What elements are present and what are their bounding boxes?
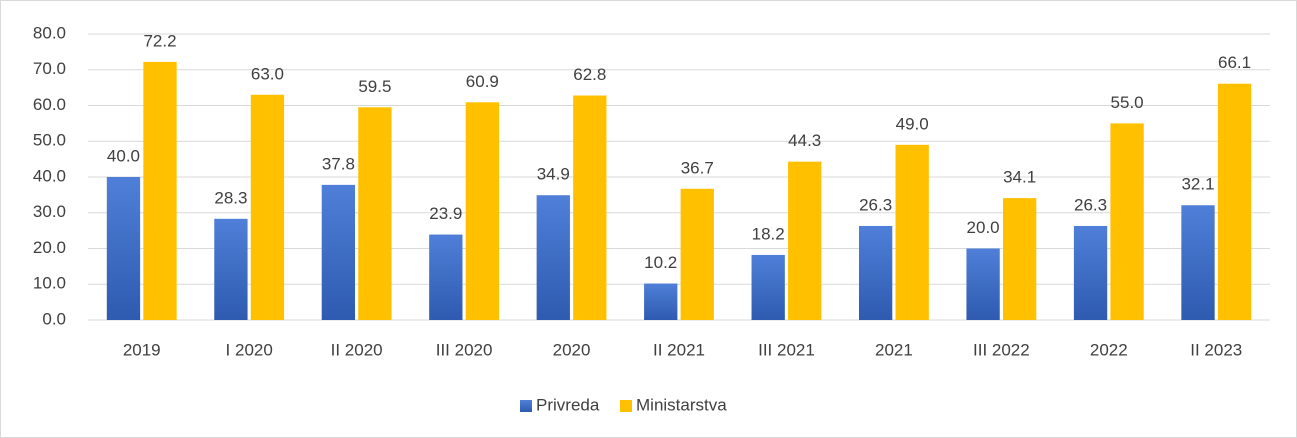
x-tick-label: II 2023 [1190, 340, 1242, 359]
data-label: 20.0 [967, 218, 1000, 237]
data-label: 55.0 [1111, 93, 1144, 112]
x-tick-label: 2021 [875, 340, 913, 359]
data-label: 23.9 [429, 204, 462, 223]
data-label: 49.0 [896, 114, 929, 133]
y-tick-label: 40.0 [33, 166, 66, 185]
data-label: 37.8 [322, 154, 355, 173]
data-label: 40.0 [107, 146, 140, 165]
y-tick-label: 70.0 [33, 59, 66, 78]
y-tick-label: 60.0 [33, 95, 66, 114]
bar [858, 225, 893, 320]
x-tick-label: 2022 [1090, 340, 1128, 359]
bar [143, 61, 177, 320]
data-label: 59.5 [358, 77, 391, 96]
x-tick-label: I 2020 [226, 340, 273, 359]
x-tick-label: III 2022 [973, 340, 1030, 359]
data-label: 10.2 [644, 253, 677, 272]
bar [966, 248, 1000, 320]
data-label: 44.3 [788, 131, 821, 150]
bar [1217, 83, 1252, 320]
data-label: 72.2 [143, 31, 176, 50]
bar [250, 94, 285, 321]
legend-label: Ministarstva [636, 395, 727, 414]
x-tick-label: II 2021 [653, 340, 705, 359]
data-label: 34.1 [1003, 168, 1036, 187]
bar [895, 144, 929, 320]
bar [536, 195, 570, 320]
data-label: 18.2 [752, 224, 785, 243]
data-label: 36.7 [681, 158, 714, 177]
bar [573, 95, 607, 321]
x-tick-label: 2020 [553, 340, 591, 359]
data-label: 32.1 [1181, 175, 1214, 194]
x-tick-label: 2019 [123, 340, 161, 359]
data-label: 63.0 [251, 64, 284, 83]
bar [1073, 225, 1108, 320]
data-label: 26.3 [1074, 195, 1107, 214]
bar [788, 161, 822, 320]
y-tick-label: 0.0 [42, 309, 66, 328]
y-tick-label: 80.0 [33, 23, 66, 42]
bar [106, 177, 141, 320]
data-label: 34.9 [537, 165, 570, 184]
bar [1002, 198, 1037, 320]
bar [214, 218, 248, 320]
bar [1181, 205, 1215, 320]
x-tick-label: III 2020 [436, 340, 493, 359]
legend-swatch [520, 400, 532, 412]
bar [465, 102, 500, 320]
x-tick-label: II 2020 [331, 340, 383, 359]
data-label: 60.9 [466, 72, 499, 91]
bar [321, 184, 356, 320]
data-label: 66.1 [1218, 53, 1251, 72]
bar [429, 234, 463, 320]
legend-label: Privreda [536, 395, 600, 414]
legend-swatch [620, 400, 632, 412]
bar [1110, 123, 1144, 320]
y-tick-label: 10.0 [33, 274, 66, 293]
y-tick-label: 20.0 [33, 238, 66, 257]
bar [644, 283, 678, 320]
bar [358, 107, 392, 320]
x-tick-label: III 2021 [758, 340, 815, 359]
y-tick-label: 50.0 [33, 131, 66, 150]
data-label: 62.8 [573, 65, 606, 84]
data-label: 28.3 [214, 188, 247, 207]
y-tick-label: 30.0 [33, 202, 66, 221]
bar [680, 188, 714, 320]
data-label: 26.3 [859, 195, 892, 214]
bar [751, 254, 785, 320]
